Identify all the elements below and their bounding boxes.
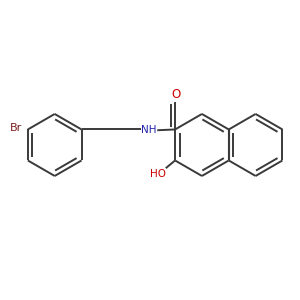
Text: HO: HO (150, 169, 166, 178)
Text: Br: Br (10, 123, 22, 133)
Text: NH: NH (141, 125, 157, 135)
Text: O: O (171, 88, 181, 101)
